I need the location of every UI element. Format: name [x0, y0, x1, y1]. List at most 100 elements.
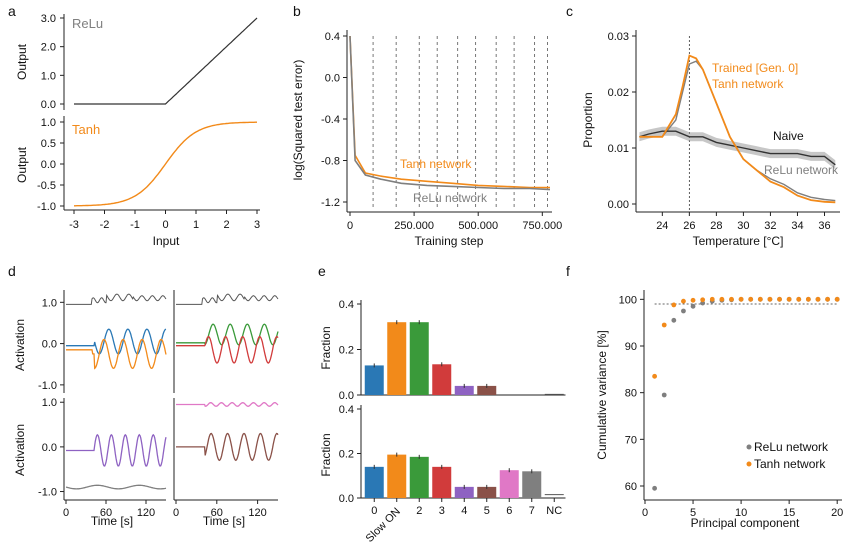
d-ytick-label: 1.0: [42, 297, 57, 309]
c-xtick-label: 26: [683, 220, 695, 232]
f-point-orange: [786, 296, 792, 302]
panel-b-xlabel: Training step: [415, 234, 484, 248]
e-xtick-label: NC: [546, 505, 562, 517]
c-series-orange: [639, 54, 836, 204]
f-point-orange: [757, 296, 763, 302]
panel-a-top-label: ReLu: [72, 16, 103, 31]
panel-a-bottom-label: Tanh: [72, 122, 100, 137]
d-ytick-label: 0.0: [42, 339, 57, 351]
c-xtick-label: 32: [764, 220, 776, 232]
b-ytick-label: -0.4: [321, 114, 340, 126]
f-point-orange: [825, 296, 830, 302]
f-point-gray: [690, 303, 696, 309]
panel-label-b: b: [293, 3, 301, 19]
panel-e: Fraction Fraction 0.0 0.2 0.4 0.0 0.2 0.4 0Slo…: [319, 299, 566, 545]
a-xtick-label: 0: [162, 219, 168, 231]
a-bot-ytick-label: -1.0: [37, 201, 56, 213]
e-xtick-label: 2: [416, 505, 422, 517]
c-xtick-label: 34: [791, 220, 803, 232]
legend-marker-relu: [746, 444, 752, 450]
d-xtick-label: 120: [248, 507, 266, 519]
panel-label-a: a: [8, 3, 16, 19]
panel-label-f: f: [566, 263, 570, 279]
panel-e-ylabel-bottom: Fraction: [319, 433, 333, 476]
a-xtick-label: -1: [130, 219, 140, 231]
d-xtick-label: 0: [173, 507, 179, 519]
f-xtick-label: 0: [642, 507, 648, 519]
b-ytick-label: 0.0: [325, 73, 340, 85]
panel-b: log(Squared test error) Training step 0.…: [291, 30, 562, 248]
f-point-orange: [719, 296, 725, 302]
f-point-orange: [700, 297, 706, 303]
f-point-orange: [652, 373, 658, 379]
e-bar-0: [364, 466, 384, 498]
e-ytick-label: 0.2: [339, 345, 354, 357]
d-xtick-label: 0: [63, 507, 69, 519]
panel-a-top-ylabel: Output: [15, 43, 29, 80]
c-ytick-label: 0.01: [608, 143, 629, 155]
b-xtick-label: 750.000: [522, 220, 562, 232]
c-xtick-label: 36: [818, 220, 830, 232]
e-xtick-label: 7: [529, 505, 535, 517]
panel-b-ylabel: log(Squared test error): [291, 60, 305, 181]
f-ytick-label: 90: [625, 341, 637, 353]
f-point-gray: [671, 317, 677, 323]
f-point-orange: [671, 302, 677, 308]
f-point-orange: [834, 296, 840, 302]
e-xtick-label: 3: [439, 505, 445, 517]
e-ytick-label: 0.4: [339, 404, 354, 416]
c-ytick-label: 0.02: [608, 87, 629, 99]
d-trace-pink: [176, 402, 279, 407]
tanh-curve: [74, 121, 257, 207]
f-xtick-label: 10: [735, 507, 747, 519]
f-point-orange: [690, 297, 696, 303]
d-trace-red: [176, 335, 279, 364]
f-xtick-label: 5: [690, 507, 696, 519]
f-point-orange: [777, 296, 782, 302]
f-point-gray: [661, 392, 667, 398]
f-point-orange: [815, 296, 821, 302]
f-point-orange: [796, 296, 802, 302]
b-ytick-label: 0.4: [325, 31, 340, 43]
e-xtick-label: Slow ON: [364, 506, 403, 545]
d-ytick-label: -1.0: [38, 380, 57, 392]
f-point-orange: [738, 296, 744, 302]
d-xtick-label: 120: [137, 507, 155, 519]
f-xtick-label: 20: [831, 507, 843, 519]
c-ytick-label: 0.03: [608, 31, 629, 43]
a-bot-ytick-label: 1.0: [41, 117, 56, 129]
e-bar-6: [499, 470, 519, 498]
a-xtick-label: -2: [100, 219, 110, 231]
b-series-gray: [349, 35, 551, 191]
d-xtick-label: 60: [100, 507, 112, 519]
f-point-orange: [748, 296, 754, 302]
d-trace-green: [176, 323, 279, 346]
panel-d-ylabel-top: Activation: [13, 319, 27, 371]
e-ytick-label: 0.4: [339, 299, 354, 311]
panel-label-d: d: [8, 263, 16, 279]
a-bot-ytick-label: -0.5: [37, 180, 56, 192]
a-top-ytick-label: 0.0: [41, 99, 56, 111]
e-ytick-label: 0.0: [339, 493, 354, 505]
legend-marker-tanh: [746, 461, 752, 467]
e-bar-slow-on: [387, 322, 407, 395]
f-xtick-label: 15: [783, 507, 795, 519]
e-ytick-label: 0.2: [339, 449, 354, 461]
e-xtick-label: 6: [506, 505, 512, 517]
c-ytick-label: 0.00: [608, 199, 629, 211]
f-point-gray: [681, 308, 686, 314]
b-xtick-label: 250.000: [394, 220, 434, 232]
d-trace-brown: [176, 432, 279, 462]
panel-a-xlabel: Input: [153, 234, 180, 248]
e-bar-slow-on: [387, 454, 407, 498]
d-trace-gray: [65, 484, 167, 490]
panel-c-xlabel: Temperature [°C]: [693, 234, 784, 248]
a-top-ytick-label: 1.0: [41, 70, 56, 82]
a-xtick-label: 1: [193, 219, 199, 231]
panel-d-ylabel-bottom: Activation: [13, 424, 27, 476]
a-bot-ytick-label: 0.0: [41, 159, 56, 171]
f-point-gray: [652, 485, 658, 491]
a-top-ytick-label: 3.0: [41, 13, 56, 25]
a-xtick-label: 3: [254, 219, 260, 231]
panel-f-ylabel: Cumulative variance [%]: [595, 330, 609, 459]
